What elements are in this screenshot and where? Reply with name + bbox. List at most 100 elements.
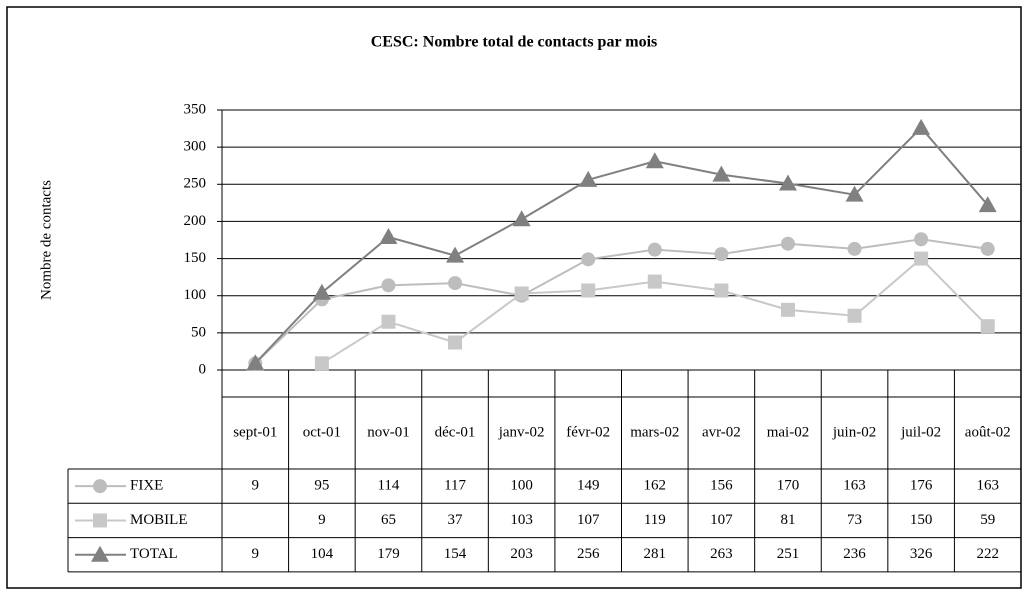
chart-title: CESC: Nombre total de contacts par mois [371,34,658,51]
table-value: 222 [976,546,999,562]
data-point [446,246,465,263]
table-value: 117 [444,478,466,494]
table-value: 162 [644,478,667,494]
table-value: 9 [252,546,260,562]
category-label: juin-02 [832,424,876,440]
category-label: janv-02 [498,424,545,440]
table-value: 154 [444,546,467,562]
legend-marker [93,479,107,494]
table-value: 73 [847,512,862,528]
category-label: déc-01 [435,424,476,440]
data-point [379,228,398,245]
data-point [847,308,862,323]
data-point [381,278,396,293]
table-value: 150 [910,512,933,528]
series-line [254,238,988,365]
data-point [714,283,729,298]
y-tick-label: 50 [191,324,206,340]
table-value: 107 [577,512,600,528]
category-label: juil-02 [900,424,941,440]
data-point [381,314,396,329]
table-value: 104 [311,546,334,562]
table-value: 119 [644,512,666,528]
data-point [448,335,463,350]
table-value: 163 [843,478,866,494]
table-value: 263 [710,546,733,562]
data-point [581,252,596,267]
legend-label: TOTAL [130,546,178,562]
table-value: 107 [710,512,733,528]
table-value: 114 [377,478,399,494]
table-value: 81 [780,512,795,528]
table-value: 59 [980,512,995,528]
table-value: 236 [843,546,866,562]
legend-label: MOBILE [130,512,188,528]
table-value: 256 [577,546,600,562]
data-point [980,319,995,334]
data-point [581,283,596,298]
data-point [914,232,929,247]
table-value: 170 [777,478,800,494]
legend-marker [91,545,109,562]
data-point [514,286,529,301]
table-value: 103 [510,512,533,528]
table-value: 281 [644,546,667,562]
table-value: 163 [976,478,999,494]
table-value: 203 [510,546,533,562]
category-label: mai-02 [767,424,810,440]
table-value: 37 [448,512,464,528]
y-tick-label: 250 [184,176,207,192]
y-tick-label: 0 [199,361,207,377]
data-point [647,274,662,289]
data-point [980,241,995,256]
data-point [780,302,795,317]
category-label: oct-01 [303,424,341,440]
table-value: 179 [377,546,400,562]
category-label: août-02 [965,424,1011,440]
y-tick-label: 200 [184,213,207,229]
data-point [912,118,931,135]
table-value: 176 [910,478,933,494]
data-point [978,196,997,213]
table-value: 156 [710,478,733,494]
y-axis-label: Nombre de contacts [38,180,54,300]
series-line [254,126,989,365]
legend-label: FIXE [130,478,163,494]
table-value: 95 [314,478,329,494]
y-tick-label: 300 [184,139,207,155]
table-value: 65 [381,512,396,528]
data-point [448,276,463,291]
legend-marker [93,513,107,528]
data-point [647,242,662,257]
y-tick-label: 150 [184,250,207,266]
data-point [579,170,598,187]
data-point [914,251,929,266]
chart-border [6,6,1022,589]
table-value: 100 [510,478,533,494]
table-value: 251 [777,546,800,562]
data-point [714,247,729,262]
table-value: 9 [252,478,260,494]
category-label: mars-02 [630,424,679,440]
category-label: avr-02 [702,424,741,440]
data-point [780,236,795,251]
table-value: 149 [577,478,600,494]
y-tick-label: 350 [184,101,207,117]
data-point [645,152,664,169]
data-point [246,354,265,371]
data-point [314,356,329,371]
table-value: 9 [318,512,326,528]
category-label: nov-01 [367,424,410,440]
data-point [712,165,731,182]
table-value: 326 [910,546,933,562]
category-label: sept-01 [233,424,277,440]
data-point [845,185,864,202]
data-point [778,174,797,191]
data-point [847,241,862,256]
y-tick-label: 100 [184,287,207,303]
data-point [512,210,531,227]
data-point [312,283,331,300]
category-label: févr-02 [566,424,610,440]
